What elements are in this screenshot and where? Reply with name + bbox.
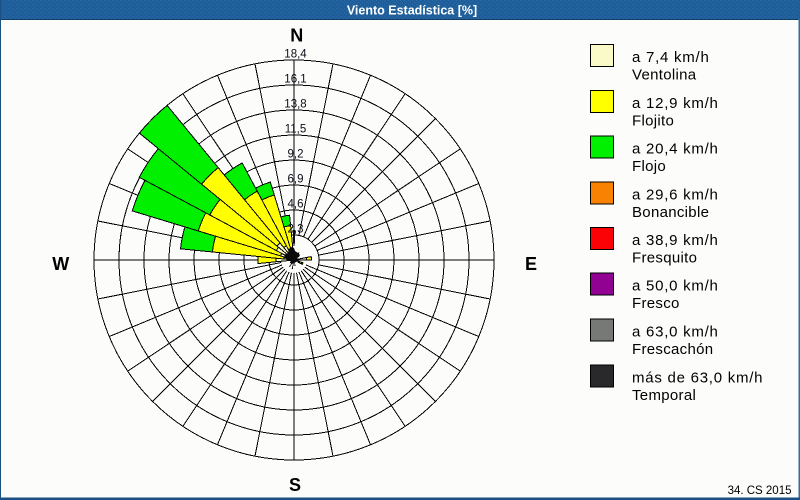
svg-text:a 29,6 km/h: a 29,6 km/h bbox=[632, 186, 719, 203]
svg-text:Fresquito: Fresquito bbox=[632, 249, 697, 266]
svg-text:2,3: 2,3 bbox=[288, 223, 304, 235]
svg-text:6,9: 6,9 bbox=[288, 173, 304, 185]
svg-text:más de 63,0 km/h: más de 63,0 km/h bbox=[632, 369, 763, 386]
svg-text:11,5: 11,5 bbox=[285, 123, 307, 135]
svg-text:9,2: 9,2 bbox=[288, 148, 304, 160]
svg-text:a 63,0 km/h: a 63,0 km/h bbox=[632, 323, 719, 340]
svg-text:a 12,9 km/h: a 12,9 km/h bbox=[632, 95, 719, 112]
svg-text:S: S bbox=[289, 475, 301, 495]
svg-text:W: W bbox=[52, 254, 69, 274]
svg-text:a 20,4 km/h: a 20,4 km/h bbox=[632, 140, 719, 157]
svg-text:Viento Estadística [%]: Viento Estadística [%] bbox=[347, 4, 477, 18]
svg-text:18,4: 18,4 bbox=[284, 48, 307, 60]
svg-text:13,8: 13,8 bbox=[284, 98, 306, 110]
svg-text:N: N bbox=[290, 26, 303, 46]
svg-text:Flojito: Flojito bbox=[632, 112, 674, 129]
svg-text:a 38,9 km/h: a 38,9 km/h bbox=[632, 232, 719, 249]
svg-text:Frescachón: Frescachón bbox=[632, 341, 713, 358]
svg-text:Flojo: Flojo bbox=[632, 158, 666, 175]
svg-text:16,1: 16,1 bbox=[284, 73, 306, 85]
svg-text:Fresco: Fresco bbox=[632, 295, 680, 312]
svg-text:34. CS 2015: 34. CS 2015 bbox=[728, 485, 792, 497]
svg-text:Ventolina: Ventolina bbox=[632, 66, 697, 83]
svg-text:a 7,4 km/h: a 7,4 km/h bbox=[632, 49, 710, 66]
svg-text:Bonancible: Bonancible bbox=[632, 204, 709, 221]
svg-text:4,6: 4,6 bbox=[288, 198, 304, 210]
svg-text:a 50,0 km/h: a 50,0 km/h bbox=[632, 277, 719, 294]
svg-text:Temporal: Temporal bbox=[632, 387, 696, 404]
svg-text:E: E bbox=[525, 254, 537, 274]
